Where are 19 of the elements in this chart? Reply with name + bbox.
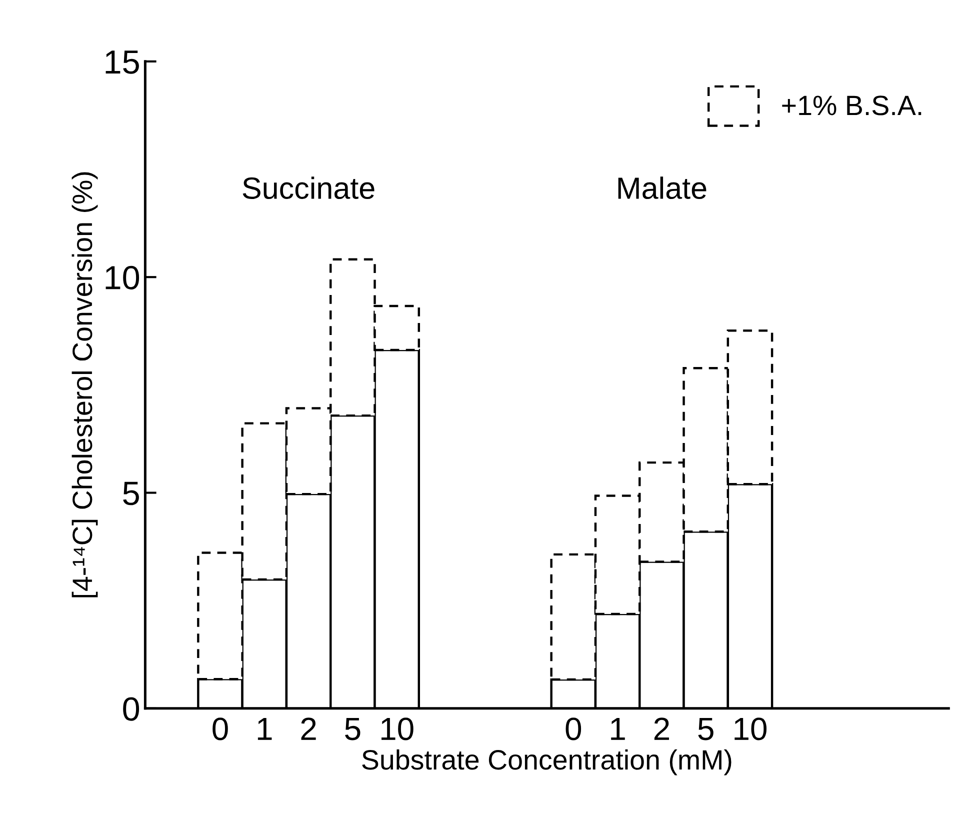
x-axis-title: Substrate Concentration (mM): [362, 749, 732, 776]
x-tick-label: 10: [734, 718, 767, 740]
y-tick-label: 10: [106, 266, 140, 290]
x-tick-label: 10: [382, 718, 414, 740]
x-tick-label: 2: [654, 718, 669, 740]
legend-label: +1% B.S.A.: [782, 96, 922, 116]
x-tick-label: 0: [566, 718, 582, 740]
annotation: Succinate: [242, 176, 374, 200]
x-tick-label: 1: [258, 718, 272, 740]
x-tick-label: 2: [301, 718, 316, 740]
annotation: Malate: [618, 176, 706, 200]
x-tick-label: 5: [345, 718, 360, 740]
x-tick-label: 5: [698, 718, 714, 740]
y-axis-title: [4-¹⁴C] Cholesterol Conversion (%): [72, 172, 98, 598]
y-tick-label: 15: [106, 50, 139, 74]
y-tick-label: 5: [123, 482, 139, 506]
x-tick-label: 0: [212, 718, 228, 740]
y-tick-label: 0: [123, 697, 140, 721]
x-tick-label: 1: [611, 718, 625, 740]
